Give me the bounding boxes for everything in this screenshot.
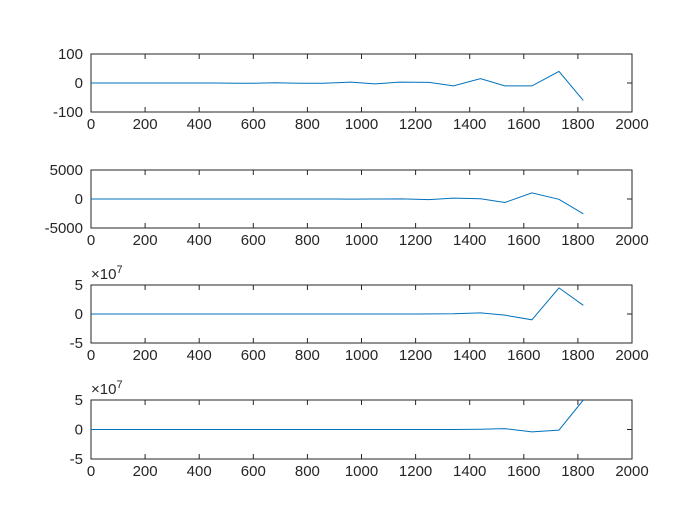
x-tick-label: 2000 xyxy=(615,463,648,480)
x-tick-label: 2000 xyxy=(615,232,648,249)
y-exponent-label: ×107 xyxy=(91,264,123,283)
x-tick-label: 1200 xyxy=(399,463,432,480)
subplot-2: 0 200 400 600 800 1000 1200 1400 1600 1800 2000 -50… xyxy=(45,162,649,249)
x-tick-label: 1400 xyxy=(453,347,486,364)
y-tick-label: 100 xyxy=(58,46,83,63)
y-tick-label: -5 xyxy=(70,335,83,352)
x-tick-label: 800 xyxy=(295,463,320,480)
subplot-3: 0 200 400 600 800 1000 1200 1400 1600 1800 2000-50… xyxy=(70,264,649,364)
x-tick-label: 200 xyxy=(133,347,158,364)
x-tick-label: 1800 xyxy=(561,116,594,133)
x-tick-label: 600 xyxy=(241,347,266,364)
y-tick-label: -5 xyxy=(70,451,83,468)
series-line-1 xyxy=(91,287,584,321)
x-tick-label: 400 xyxy=(187,347,212,364)
series-line-1 xyxy=(91,70,584,101)
x-tick-label: 1000 xyxy=(345,232,378,249)
x-tick-label: 200 xyxy=(133,232,158,249)
x-tick-label: 2000 xyxy=(615,347,648,364)
y-exponent-label: ×107 xyxy=(91,379,123,398)
x-tick-label: 800 xyxy=(295,232,320,249)
x-tick-label: 400 xyxy=(187,116,212,133)
subplot-4: 0 200 400 600 800 1000 1200 1400 1600 1800 2000-50… xyxy=(70,379,649,480)
y-exponent-value: 7 xyxy=(116,379,122,391)
subplot-1: 0 200 400 600 800 1000 1200 1400 1600 1800 2000-10… xyxy=(53,46,649,133)
x-tick-label: 1200 xyxy=(399,232,432,249)
x-tick-label: 1800 xyxy=(561,347,594,364)
y-tick-label: 0 xyxy=(75,191,83,208)
x-tick-label: 800 xyxy=(295,347,320,364)
series-line-1 xyxy=(91,400,584,433)
x-tick-label: 0 xyxy=(87,116,95,133)
x-tick-label: 1200 xyxy=(399,347,432,364)
x-tick-label: 800 xyxy=(295,116,320,133)
x-tick-label: 1000 xyxy=(345,347,378,364)
x-tick-label: 1200 xyxy=(399,116,432,133)
x-tick-label: 1800 xyxy=(561,232,594,249)
x-tick-label: 0 xyxy=(87,347,95,364)
x-tick-label: 600 xyxy=(241,116,266,133)
x-tick-label: 600 xyxy=(241,463,266,480)
x-tick-label: 1600 xyxy=(507,232,540,249)
x-tick-label: 400 xyxy=(187,463,212,480)
x-tick-label: 1400 xyxy=(453,232,486,249)
y-tick-label: 0 xyxy=(75,422,83,439)
y-tick-label: 0 xyxy=(75,306,83,323)
x-tick-label: 2000 xyxy=(615,116,648,133)
x-tick-label: 1600 xyxy=(507,347,540,364)
x-tick-label: 400 xyxy=(187,232,212,249)
x-tick-label: 1400 xyxy=(453,463,486,480)
y-tick-label: 5 xyxy=(75,277,83,294)
x-tick-label: 0 xyxy=(87,232,95,249)
x-tick-label: 1400 xyxy=(453,116,486,133)
series-line-1 xyxy=(91,192,584,215)
y-tick-label: 5 xyxy=(75,392,83,409)
x-tick-label: 1600 xyxy=(507,116,540,133)
y-exponent-value: 7 xyxy=(116,264,122,276)
x-tick-label: 1000 xyxy=(345,463,378,480)
y-tick-label: -5000 xyxy=(45,220,83,237)
x-tick-label: 200 xyxy=(133,463,158,480)
x-tick-label: 1600 xyxy=(507,463,540,480)
y-tick-label: -100 xyxy=(53,104,83,121)
x-tick-label: 0 xyxy=(87,463,95,480)
y-tick-label: 0 xyxy=(75,75,83,92)
y-tick-label: 5000 xyxy=(50,162,83,179)
x-tick-label: 600 xyxy=(241,232,266,249)
x-tick-label: 200 xyxy=(133,116,158,133)
x-tick-label: 1000 xyxy=(345,116,378,133)
x-tick-label: 1800 xyxy=(561,463,594,480)
